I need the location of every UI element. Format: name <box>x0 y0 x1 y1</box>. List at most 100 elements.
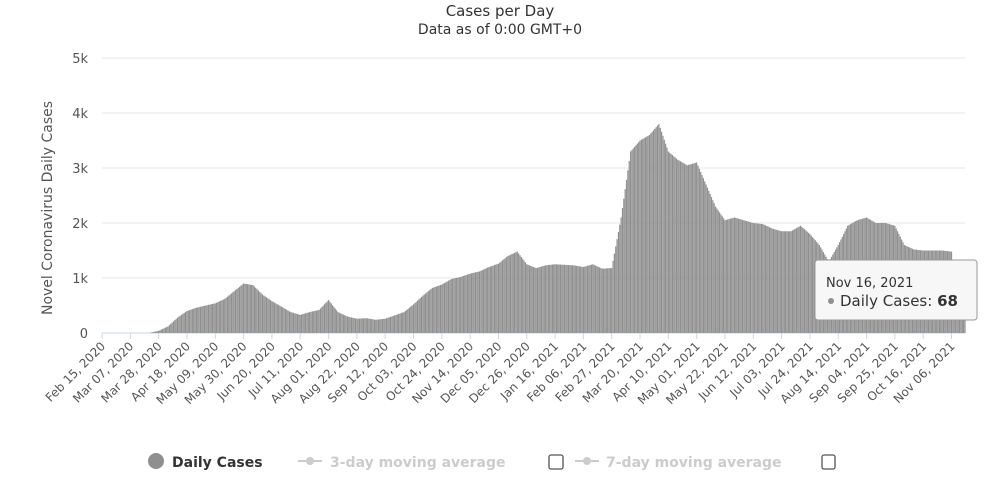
daily-cases-bar <box>360 318 362 333</box>
daily-cases-bar <box>349 317 351 333</box>
daily-cases-bar <box>667 151 669 333</box>
daily-cases-bar <box>787 231 789 333</box>
legend-item-daily-cases[interactable]: Daily Cases <box>148 453 263 471</box>
daily-cases-bar <box>598 267 601 333</box>
daily-cases-bar <box>770 227 772 333</box>
tooltip-series-dot <box>828 298 834 304</box>
daily-cases-bar <box>744 220 746 333</box>
daily-cases-bar <box>225 297 227 333</box>
daily-cases-bar <box>357 318 359 333</box>
daily-cases-bar <box>670 153 672 333</box>
daily-cases-bar <box>202 306 204 333</box>
daily-cases-bar <box>704 181 706 333</box>
daily-cases-bar <box>652 130 655 333</box>
3-day-legend-dot <box>306 457 314 465</box>
checkbox-icon[interactable] <box>548 454 564 470</box>
daily-cases-bar <box>375 319 377 333</box>
checkbox-icon[interactable] <box>821 454 836 470</box>
daily-cases-bar <box>315 310 317 333</box>
daily-cases-bar <box>287 310 289 333</box>
daily-cases-bar <box>520 257 522 333</box>
daily-cases-bar <box>681 162 683 333</box>
daily-cases-bar <box>748 221 750 333</box>
daily-cases-bar <box>236 289 238 333</box>
chart-title: Cases per Day <box>446 2 555 20</box>
daily-cases-bar <box>545 265 547 333</box>
daily-cases-bar <box>194 308 196 333</box>
daily-cases-bar <box>410 306 412 333</box>
daily-cases-bar <box>249 284 251 333</box>
daily-cases-bar <box>600 268 602 333</box>
daily-cases-bar <box>617 231 620 333</box>
daily-cases-bar <box>392 315 394 333</box>
daily-cases-bar <box>244 283 246 333</box>
daily-cases-bar <box>782 231 784 333</box>
legend: Daily Cases 3-day moving average 7-day m… <box>148 453 836 471</box>
chart-subtitle: Data as of 0:00 GMT+0 <box>418 22 582 38</box>
daily-cases-bar <box>488 267 490 333</box>
daily-cases-bar <box>384 318 386 333</box>
daily-cases-bar <box>565 264 567 333</box>
daily-cases-bar <box>493 265 495 333</box>
daily-cases-bar <box>206 305 208 333</box>
daily-cases-bar <box>774 229 776 333</box>
daily-cases-bar <box>616 239 618 333</box>
daily-cases-bar <box>723 218 725 333</box>
y-axis-ticks: 0 1k 2k 3k 4k 5k <box>72 52 88 342</box>
daily-cases-bar <box>229 294 231 333</box>
daily-cases-bar <box>213 303 215 333</box>
daily-cases-bar <box>398 313 400 333</box>
daily-cases-bar <box>163 328 165 333</box>
daily-cases-bar <box>319 308 322 333</box>
daily-cases-bar <box>256 289 258 333</box>
daily-cases-bar <box>280 306 282 333</box>
daily-cases-bar <box>737 218 740 333</box>
daily-cases-bar <box>179 315 181 333</box>
daily-cases-bar <box>731 218 733 333</box>
daily-cases-bar <box>283 308 285 333</box>
daily-cases-bar <box>635 145 637 333</box>
daily-cases-bar <box>372 319 374 333</box>
daily-cases-bar <box>745 221 748 333</box>
daily-cases-bar <box>577 266 579 333</box>
daily-cases-bar <box>182 313 184 333</box>
daily-cases-bar <box>420 296 423 333</box>
daily-cases-bar <box>812 237 814 333</box>
daily-cases-bar <box>589 265 591 333</box>
daily-cases-bar <box>542 266 544 333</box>
daily-cases-bar <box>364 318 366 333</box>
daily-cases-bar <box>805 230 807 333</box>
daily-cases-bar <box>551 264 553 333</box>
daily-cases-bar <box>515 252 517 333</box>
daily-cases-bar <box>665 143 667 333</box>
daily-cases-bar <box>803 229 806 333</box>
daily-cases-bar <box>509 254 512 333</box>
y-tick-label: 1k <box>72 272 88 287</box>
daily-cases-bar <box>434 286 436 333</box>
legend-item-3-day-average[interactable]: 3-day moving average <box>298 455 506 471</box>
daily-cases-bar <box>752 223 754 333</box>
daily-cases-bar <box>198 307 200 333</box>
daily-cases-bar <box>240 285 242 333</box>
daily-cases-bar <box>660 131 663 333</box>
daily-cases-bar <box>708 190 710 333</box>
legend-item-7-day-average[interactable]: 7-day moving average <box>575 455 782 471</box>
daily-cases-bar <box>345 315 347 333</box>
daily-cases-bar <box>464 275 466 333</box>
daily-cases-bar <box>562 264 564 333</box>
daily-cases-bar <box>210 304 212 333</box>
daily-cases-bar <box>461 276 463 333</box>
daily-cases-bar <box>701 175 703 333</box>
daily-cases-bar <box>193 308 195 333</box>
daily-cases-bar <box>369 318 371 333</box>
daily-cases-bar <box>710 197 713 333</box>
daily-cases-bar <box>230 293 233 333</box>
daily-cases-bar <box>330 303 332 333</box>
daily-cases-bar <box>443 283 446 333</box>
tooltip-value: 68 <box>937 292 958 310</box>
daily-cases-bar <box>615 246 617 333</box>
daily-cases-bar <box>584 266 586 333</box>
daily-cases-bar <box>268 299 270 333</box>
daily-cases-bar <box>175 318 177 333</box>
daily-cases-bar <box>153 331 156 333</box>
